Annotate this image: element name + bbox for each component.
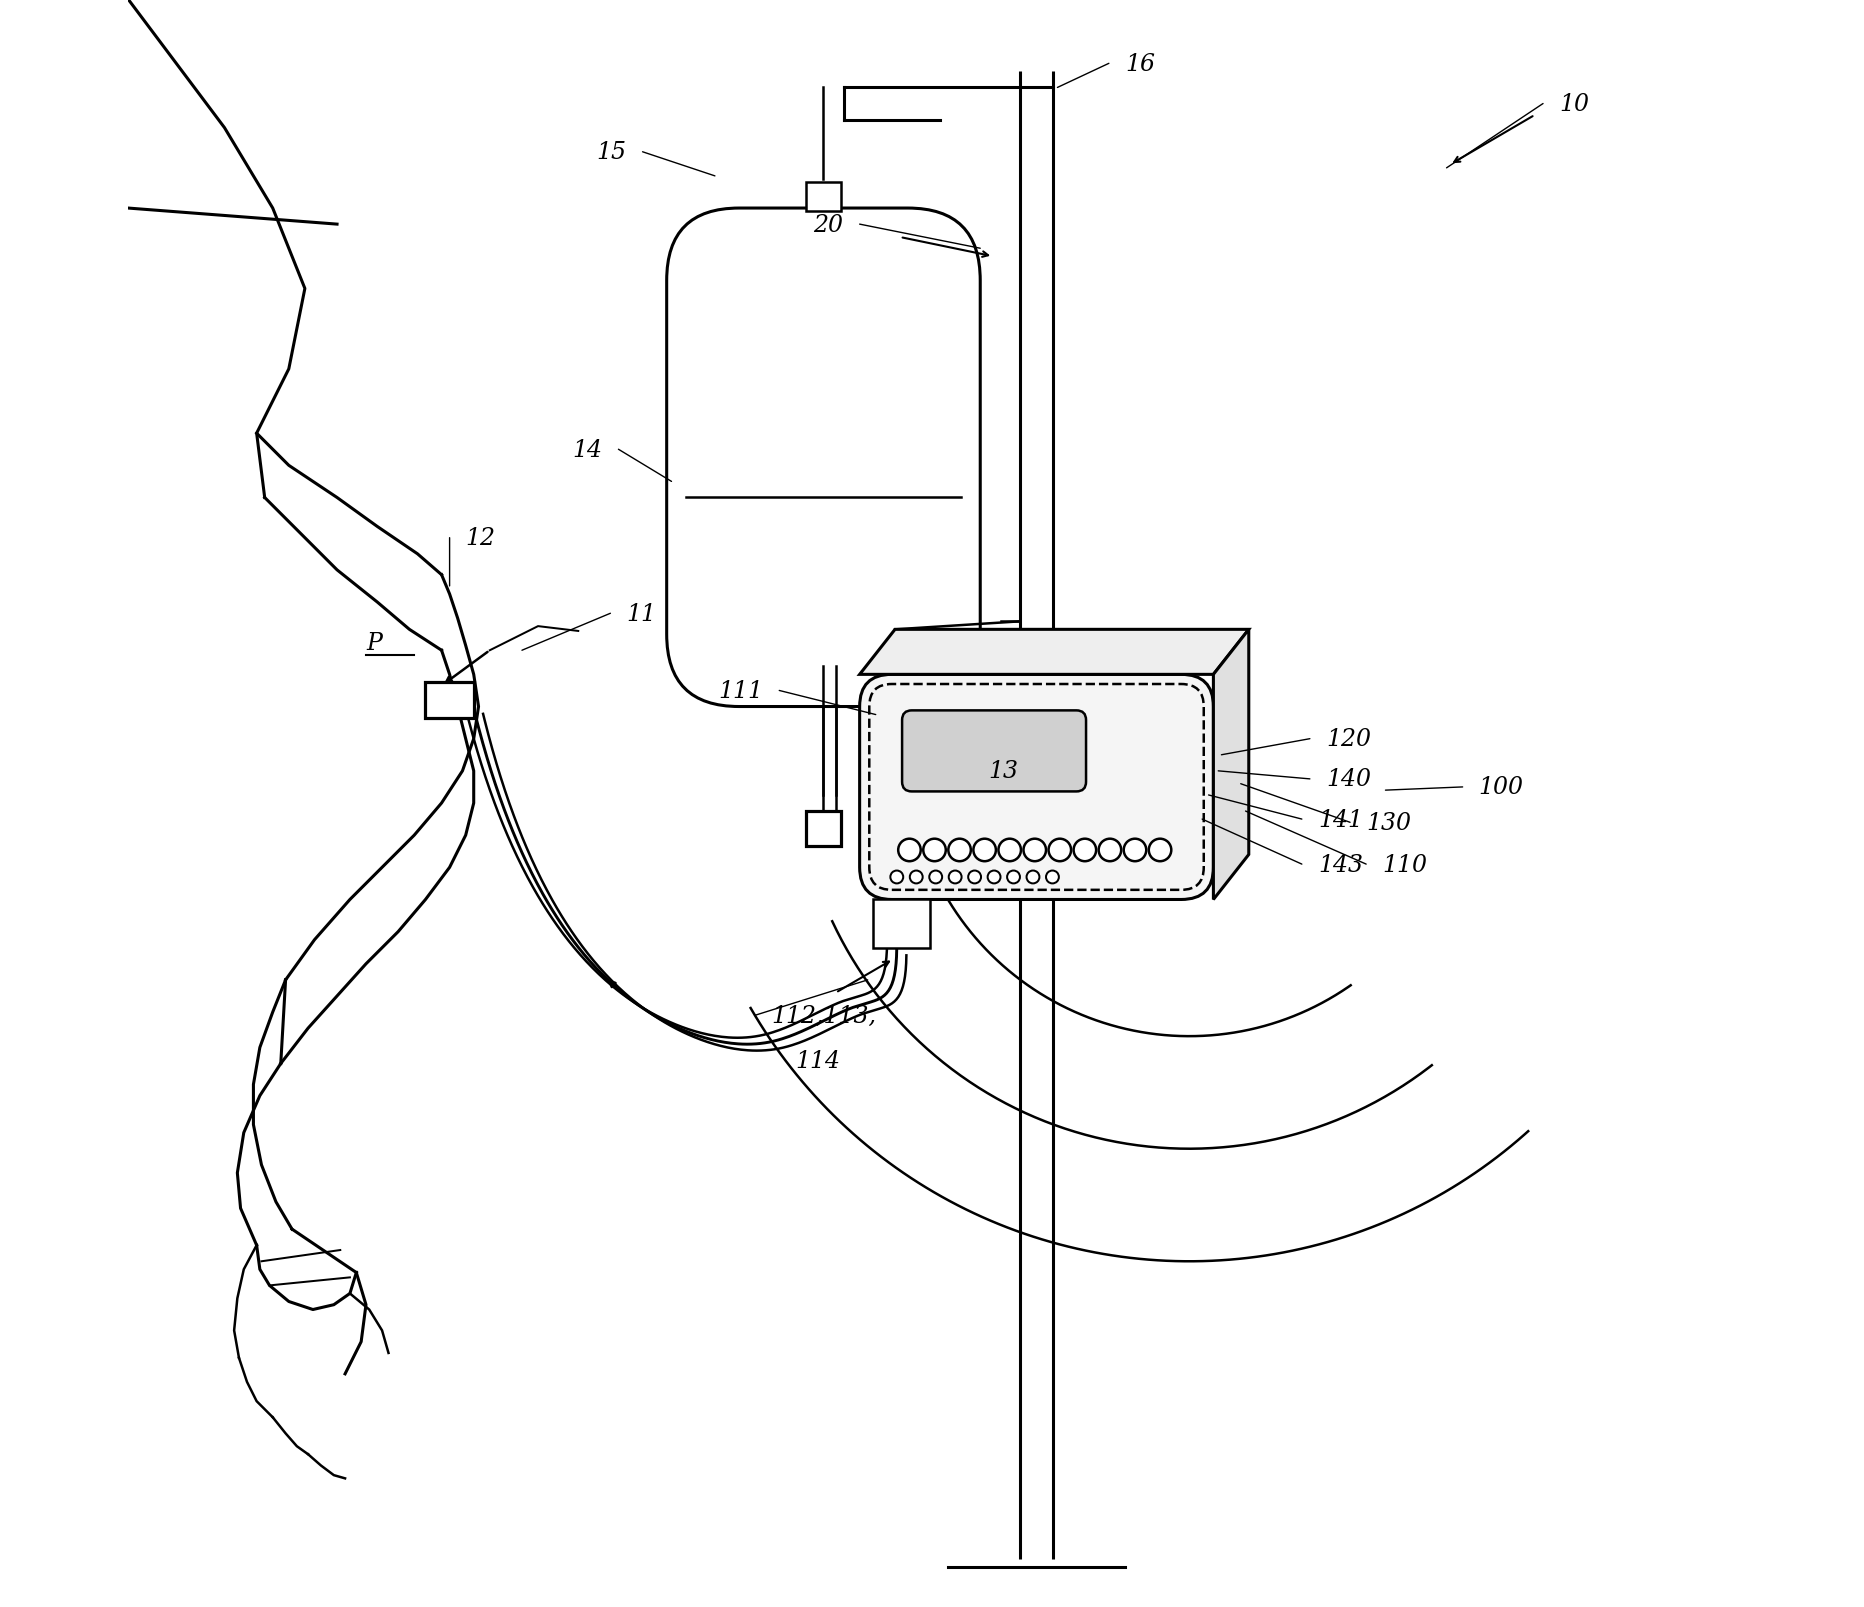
Bar [805, 812, 841, 847]
Text: 20: 20 [813, 214, 844, 236]
Circle shape [1148, 839, 1171, 861]
Circle shape [949, 871, 962, 884]
Circle shape [949, 839, 971, 861]
Text: 14: 14 [572, 439, 602, 461]
Circle shape [898, 839, 921, 861]
FancyBboxPatch shape [902, 710, 1087, 792]
Text: 15: 15 [596, 141, 626, 164]
Polygon shape [1213, 630, 1249, 900]
Circle shape [1098, 839, 1120, 861]
Text: 114: 114 [796, 1049, 841, 1072]
Bar [805, 183, 841, 212]
Text: 120: 120 [1325, 728, 1370, 750]
Text: 111: 111 [718, 680, 762, 702]
Text: 11: 11 [626, 603, 656, 625]
Circle shape [967, 871, 980, 884]
Circle shape [1046, 871, 1059, 884]
Bar [425, 683, 473, 718]
Circle shape [1124, 839, 1146, 861]
Circle shape [988, 871, 1001, 884]
Text: 110: 110 [1383, 853, 1428, 876]
Circle shape [891, 871, 904, 884]
Circle shape [1027, 871, 1040, 884]
Text: 112,113,: 112,113, [772, 1004, 876, 1027]
Text: P: P [365, 632, 382, 654]
FancyBboxPatch shape [667, 209, 980, 707]
Polygon shape [859, 630, 1249, 675]
Text: 130: 130 [1366, 812, 1411, 834]
Circle shape [999, 839, 1021, 861]
Circle shape [930, 871, 941, 884]
Circle shape [923, 839, 945, 861]
Text: 12: 12 [466, 527, 496, 550]
Text: 100: 100 [1478, 776, 1523, 799]
Circle shape [1007, 871, 1020, 884]
Text: 16: 16 [1126, 53, 1156, 76]
Text: 10: 10 [1558, 93, 1590, 116]
Circle shape [1049, 839, 1072, 861]
Text: 140: 140 [1325, 768, 1370, 791]
Text: 141: 141 [1318, 808, 1363, 831]
Circle shape [910, 871, 923, 884]
Text: 143: 143 [1318, 853, 1363, 876]
Circle shape [1023, 839, 1046, 861]
Text: 13: 13 [988, 760, 1018, 783]
Circle shape [973, 839, 995, 861]
Bar [872, 900, 930, 948]
Circle shape [1074, 839, 1096, 861]
FancyBboxPatch shape [859, 675, 1213, 900]
